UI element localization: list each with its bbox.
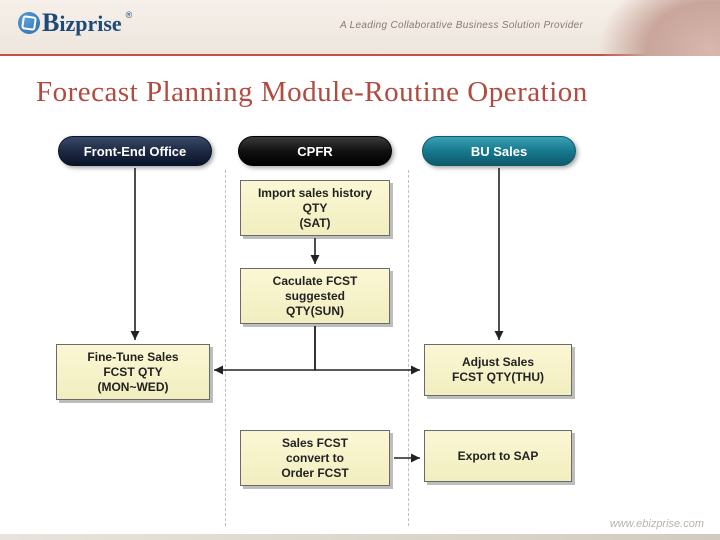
step-convert-to-order-fcst: Sales FCST convert to Order FCST bbox=[240, 430, 390, 486]
step-fine-tune-sales-fcst: Fine-Tune Sales FCST QTY (MON~WED) bbox=[56, 344, 210, 400]
step-export-to-sap: Export to SAP bbox=[424, 430, 572, 482]
brand-name: Bizprise bbox=[42, 10, 122, 36]
step-adjust-sales-fcst: Adjust Sales FCST QTY(THU) bbox=[424, 344, 572, 396]
footer-url: www.ebizprise.com bbox=[610, 518, 704, 530]
column-header-front-end-office: Front-End Office bbox=[58, 136, 212, 166]
column-header-cpfr: CPFR bbox=[238, 136, 392, 166]
lane-separator bbox=[408, 170, 409, 526]
brand-tagline: A Leading Collaborative Business Solutio… bbox=[340, 20, 583, 31]
lane-separator bbox=[225, 170, 226, 526]
column-header-bu-sales: BU Sales bbox=[422, 136, 576, 166]
registered-mark: ® bbox=[126, 10, 133, 20]
step-import-sales-history: Import sales history QTY (SAT) bbox=[240, 180, 390, 236]
brand-logo: Bizprise ® bbox=[18, 10, 132, 36]
top-banner: Bizprise ® A Leading Collaborative Busin… bbox=[0, 0, 720, 56]
brand-name-text: izprise bbox=[59, 11, 121, 36]
footer-band bbox=[0, 534, 720, 540]
page-title: Forecast Planning Module-Routine Operati… bbox=[36, 76, 588, 109]
globe-icon bbox=[18, 12, 40, 34]
step-calculate-fcst: Caculate FCST suggested QTY(SUN) bbox=[240, 268, 390, 324]
